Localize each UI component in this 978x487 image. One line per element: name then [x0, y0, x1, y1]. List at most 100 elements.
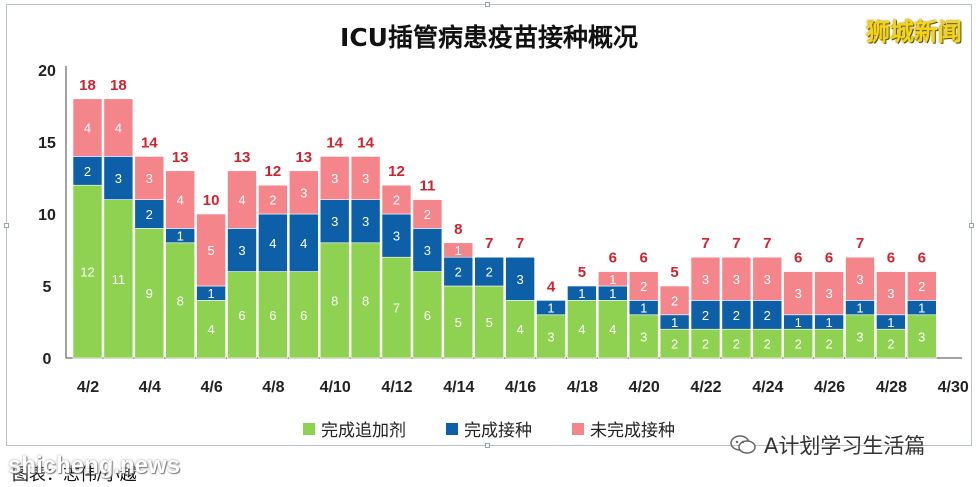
bar-value-label: 2: [733, 337, 740, 352]
bar-value-label: 1: [455, 243, 462, 258]
bar-segment-booster: [196, 300, 226, 359]
bar-value-label: 4: [207, 322, 214, 337]
bar-value-label: 3: [825, 286, 832, 301]
bar-segment-booster: [536, 314, 566, 359]
bar-segment-incomplete: [814, 271, 844, 316]
legend-item-incomplete: 未完成接种: [572, 416, 675, 441]
y-tick-label: 15: [38, 135, 56, 152]
bar-value-label: 3: [918, 329, 925, 344]
bar-value-label: 2: [825, 337, 832, 352]
bar-value-label: 1: [825, 315, 832, 330]
bar-value-label: 3: [115, 171, 122, 186]
bar-segment-incomplete: [628, 271, 659, 301]
bar-value-label: 2: [702, 308, 709, 323]
legend-label-booster: 完成追加剂: [321, 421, 406, 441]
bar-segment-incomplete: [319, 156, 350, 200]
bar-total-label: 4: [547, 278, 556, 295]
bar-segment-complete: [505, 256, 535, 301]
bar-segment-booster: [906, 314, 937, 359]
bar-value-label: 2: [671, 293, 678, 308]
bar-segment-booster: [567, 300, 597, 359]
bar-segment-booster: [227, 271, 257, 359]
bar-value-label: 2: [455, 265, 462, 280]
bar-value-label: 3: [393, 229, 400, 244]
bar-total-label: 6: [609, 250, 617, 267]
bar-value-label: 3: [238, 243, 245, 258]
bar-value-label: 4: [84, 121, 91, 136]
bar-segment-booster: [876, 328, 906, 359]
bar-segment-booster: [752, 328, 783, 359]
bar-segment-booster: [72, 184, 103, 359]
bar-value-label: 6: [300, 308, 307, 323]
bar-segment-incomplete: [288, 170, 319, 215]
bar-segment-booster: [814, 328, 844, 359]
bar-segment-booster: [474, 285, 505, 359]
bar-total-label: 5: [578, 264, 586, 281]
bar-value-label: 3: [856, 329, 863, 344]
bar-value-label: 6: [269, 308, 276, 323]
bar-value-label: 2: [84, 164, 91, 179]
bar-total-label: 18: [110, 77, 127, 94]
bar-total-label: 7: [856, 235, 864, 252]
bar-value-label: 5: [455, 315, 462, 330]
bar-total-label: 7: [516, 235, 524, 252]
frame-handle-bottom[interactable]: [485, 443, 490, 448]
frame-handle-right[interactable]: [969, 223, 974, 228]
bar-value-label: 3: [856, 272, 863, 287]
bar-value-label: 3: [300, 185, 307, 200]
bar-segment-incomplete: [783, 271, 814, 316]
bar-value-label: 4: [115, 121, 122, 136]
site-watermark: shicheng.news: [8, 452, 181, 479]
bar-segment-incomplete: [134, 156, 165, 200]
bar-segment-incomplete: [876, 271, 906, 316]
bar-value-label: 4: [238, 193, 245, 208]
bar-total-label: 14: [357, 134, 374, 151]
bar-segment-booster: [845, 314, 875, 359]
bar-value-label: 2: [918, 279, 925, 294]
bar-segment-booster: [505, 300, 535, 359]
bar-value-label: 4: [269, 236, 276, 251]
bar-segment-complete: [536, 300, 566, 316]
legend-label-incomplete: 未完成接种: [590, 421, 675, 441]
bar-value-label: 3: [702, 272, 709, 287]
bar-value-label: 2: [764, 337, 771, 352]
bar-segment-complete: [567, 285, 597, 301]
bar-segment-complete: [72, 156, 103, 186]
bar-segment-booster: [165, 242, 195, 359]
bar-value-label: 3: [640, 329, 647, 344]
bar-value-label: 2: [269, 193, 276, 208]
bar-segment-incomplete: [258, 184, 288, 215]
bar-total-label: 6: [794, 250, 802, 267]
bar-segment-complete: [721, 300, 752, 330]
bar-segment-complete: [319, 199, 350, 244]
x-tick-label: 4/28: [876, 379, 907, 396]
bar-value-label: 2: [733, 308, 740, 323]
bar-segment-incomplete: [721, 256, 752, 301]
frame-handle-left[interactable]: [4, 223, 9, 228]
legend: 完成追加剂 完成接种 未完成接种: [0, 416, 978, 441]
bar-value-label: 8: [177, 293, 184, 308]
bar-value-label: 3: [424, 243, 431, 258]
bar-value-label: 8: [362, 293, 369, 308]
bar-value-label: 1: [918, 301, 925, 316]
bar-value-label: 3: [146, 171, 153, 186]
x-tick-label: 4/16: [505, 379, 536, 396]
x-tick-label: 4/4: [139, 379, 161, 396]
bar-value-label: 3: [362, 214, 369, 229]
bar-value-label: 3: [516, 272, 523, 287]
bar-segment-complete: [103, 156, 134, 200]
bar-total-label: 14: [141, 134, 158, 151]
bar-segment-booster: [319, 242, 350, 359]
bar-value-label: 1: [671, 315, 678, 330]
frame-handle-top[interactable]: [485, 2, 490, 7]
bar-segment-booster: [258, 271, 288, 359]
bar-total-label: 11: [419, 178, 435, 195]
bar-segment-complete: [288, 213, 319, 272]
bar-segment-incomplete: [412, 199, 443, 229]
bar-value-label: 5: [207, 243, 214, 258]
bar-segment-incomplete: [227, 170, 257, 229]
x-tick-label: 4/22: [690, 379, 721, 396]
bar-value-label: 1: [856, 301, 863, 316]
x-tick-label: 4/18: [567, 379, 598, 396]
y-tick-label: 20: [38, 63, 56, 80]
